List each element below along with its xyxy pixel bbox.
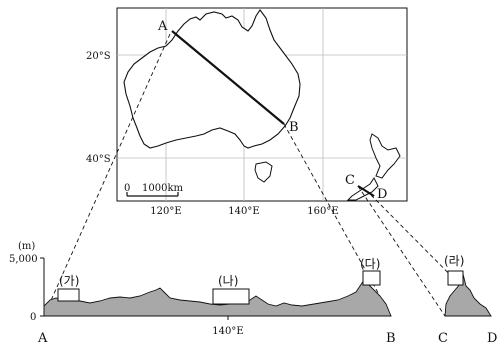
map-panel: A B C D 20°S 40°S 120°E 140°E 160°E 0 10… <box>86 7 408 217</box>
lat-label-20s: 20°S <box>86 51 111 62</box>
scale-bar: 0 1000km <box>124 183 184 197</box>
profile-c-d: (라) C D <box>438 254 497 346</box>
map-point-d: D <box>377 187 387 202</box>
profile-y-tick-0: 0 <box>30 312 36 323</box>
label-ga: (가) <box>59 274 79 288</box>
australia-landmass <box>123 9 301 149</box>
profile-y-unit: (m) <box>18 241 35 252</box>
lat-label-40s: 40°S <box>86 154 111 165</box>
profile-endpoint-b: B <box>386 331 396 346</box>
box-da <box>362 270 381 286</box>
profile-endpoint-a: A <box>37 331 48 346</box>
box-ga <box>57 288 80 302</box>
map-point-b: B <box>289 120 299 135</box>
scale-zero-label: 0 <box>124 183 130 194</box>
box-ra <box>447 270 464 286</box>
map-point-a: A <box>157 19 168 34</box>
profile-endpoint-d: D <box>487 331 497 346</box>
transect-c-d <box>357 185 375 197</box>
profile-a-b: (m) 5,000 0 (가) (나) (다) 140°E A B <box>9 241 396 346</box>
scale-distance-label: 1000km <box>142 183 184 194</box>
lon-label-140e: 140°E <box>228 206 259 217</box>
label-ra: (라) <box>444 254 464 268</box>
lon-label-160e: 160°E <box>307 206 338 217</box>
transect-a-b <box>171 30 285 125</box>
label-da: (다) <box>360 257 380 271</box>
map-point-c: C <box>345 173 355 188</box>
tasmania-island <box>254 161 273 183</box>
terrain-profile-c-d <box>444 272 492 317</box>
profile-x-label-140e: 140°E <box>212 326 243 337</box>
lon-label-120e: 120°E <box>150 206 181 217</box>
label-na: (나) <box>218 274 238 288</box>
box-na <box>212 288 250 305</box>
new-zealand-north-island <box>369 133 401 179</box>
profile-y-tick-5000: 5,000 <box>9 254 38 265</box>
profile-endpoint-c: C <box>438 331 448 346</box>
